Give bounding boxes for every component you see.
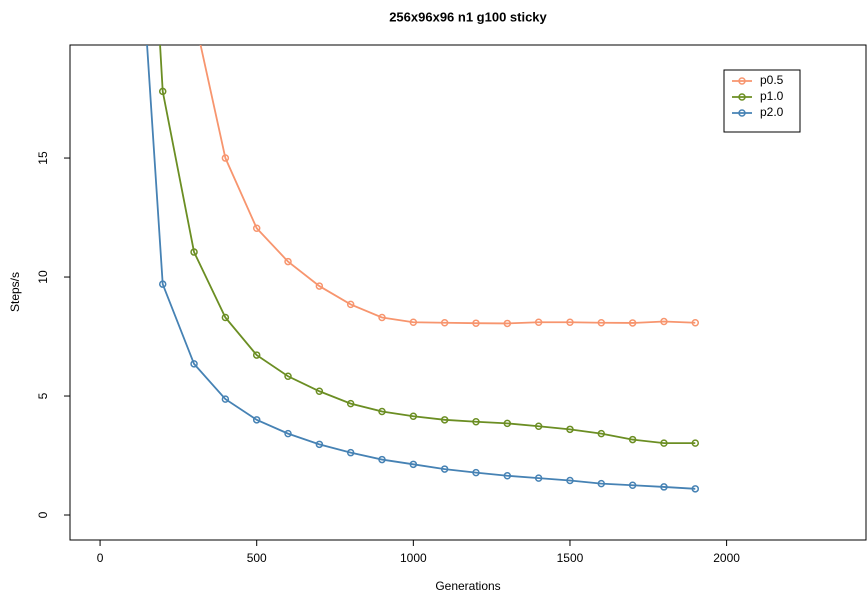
point <box>409 318 418 326</box>
point <box>315 387 324 396</box>
point <box>378 455 386 464</box>
point <box>597 479 606 488</box>
x-tick-label: 1000 <box>400 551 427 565</box>
point <box>691 318 700 327</box>
point <box>191 12 197 18</box>
point <box>566 425 574 434</box>
y-tick-label: 5 <box>36 392 50 399</box>
series-line <box>159 45 696 445</box>
point <box>378 407 386 416</box>
legend-label: p1.0 <box>760 89 784 103</box>
series-line <box>146 45 696 490</box>
legend-point <box>738 109 746 117</box>
point <box>472 468 480 477</box>
point <box>597 429 606 438</box>
point <box>534 422 543 430</box>
point <box>534 474 543 482</box>
point <box>628 319 637 327</box>
point <box>252 224 261 232</box>
point <box>503 471 512 480</box>
point <box>440 318 449 327</box>
point <box>284 257 292 266</box>
point <box>221 154 230 162</box>
point <box>346 300 355 309</box>
point <box>691 439 700 447</box>
point <box>660 317 668 326</box>
legend-label: p2.0 <box>760 105 784 119</box>
plot-box <box>69 44 867 541</box>
point <box>409 460 418 469</box>
legend-label: p0.5 <box>760 73 784 87</box>
point <box>221 395 230 403</box>
point <box>346 399 355 408</box>
x-tick-label: 500 <box>247 551 267 565</box>
point <box>628 481 637 490</box>
point <box>472 417 480 426</box>
y-tick-label: 15 <box>36 151 50 165</box>
y-axis-label: Steps/s <box>8 272 22 312</box>
y-tick-label: 0 <box>36 511 50 518</box>
point <box>158 280 167 288</box>
point <box>190 248 198 256</box>
point <box>628 435 637 444</box>
point <box>284 429 292 438</box>
point <box>378 313 386 322</box>
plot-area <box>146 12 700 493</box>
point <box>566 318 574 326</box>
legend-point <box>738 77 746 85</box>
point <box>660 439 668 447</box>
x-axis-label: Generations <box>435 579 500 593</box>
point <box>315 440 324 449</box>
point <box>597 318 606 327</box>
point <box>660 483 668 491</box>
point <box>534 318 543 326</box>
series-line <box>199 45 696 325</box>
legend-point <box>738 93 746 101</box>
point <box>252 351 261 359</box>
point <box>284 372 292 381</box>
point <box>566 476 574 485</box>
x-tick-label: 1500 <box>557 551 584 565</box>
point <box>252 416 261 424</box>
y-tick-label: 10 <box>36 270 50 284</box>
point <box>221 313 230 322</box>
point <box>440 416 449 424</box>
point <box>503 419 512 428</box>
point <box>158 87 167 96</box>
x-tick-label: 2000 <box>713 551 740 565</box>
point <box>503 319 512 328</box>
x-tick-label: 0 <box>97 551 104 565</box>
point <box>315 282 324 290</box>
point <box>190 360 198 368</box>
point <box>472 319 480 327</box>
point <box>346 448 355 457</box>
point <box>440 465 449 473</box>
chart-title: 256x96x96 n1 g100 sticky <box>389 9 547 24</box>
point <box>409 412 418 420</box>
point <box>691 485 700 493</box>
